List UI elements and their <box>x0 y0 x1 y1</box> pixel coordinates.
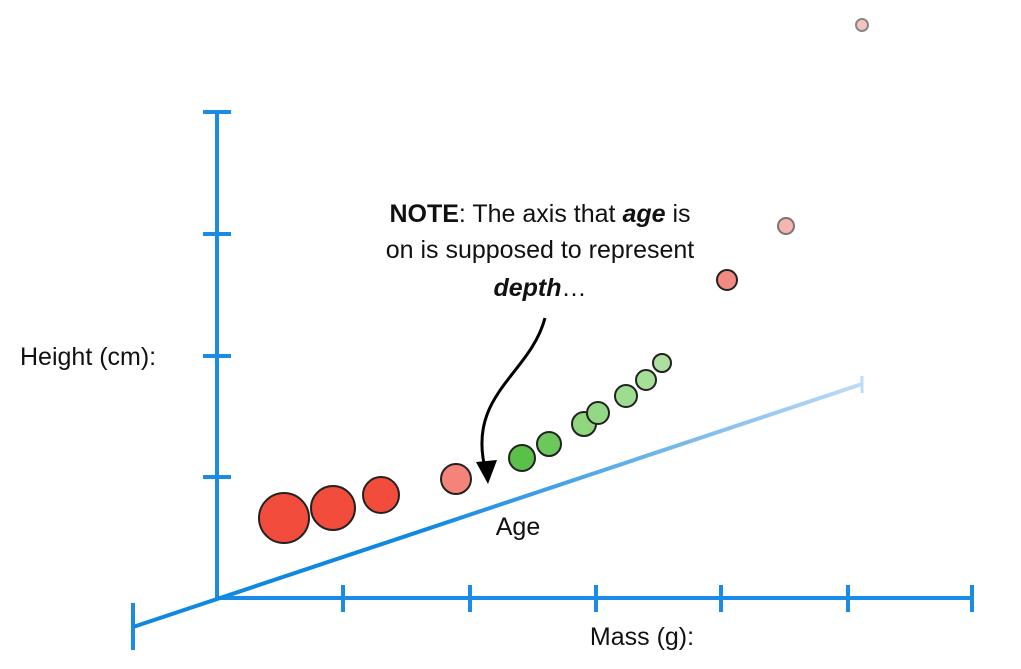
point <box>777 217 795 235</box>
point <box>586 401 610 425</box>
point <box>614 384 638 408</box>
points <box>258 18 869 544</box>
y-axis-label: Height (cm): <box>20 343 156 371</box>
note-line: NOTE: The axis that age is <box>389 200 690 228</box>
point <box>652 353 672 373</box>
note-line: on is supposed to represent <box>386 236 695 264</box>
note-line: depth… <box>493 274 586 302</box>
note: NOTE: The axis that age is on is supposed… <box>386 200 695 302</box>
point <box>635 369 657 391</box>
note-text: is <box>666 200 691 228</box>
point <box>362 476 400 514</box>
point <box>536 431 562 457</box>
note-text: : The axis that <box>459 200 623 228</box>
depth-axis-label: Age <box>496 513 540 541</box>
note-text: … <box>562 274 587 302</box>
axes <box>131 110 974 650</box>
point <box>440 463 472 495</box>
arrow-head <box>476 460 497 484</box>
point <box>855 18 869 32</box>
point <box>508 444 536 472</box>
note-arrow <box>480 317 547 473</box>
depth-axis <box>132 382 863 629</box>
point <box>716 269 738 291</box>
note-text: on is supposed to represent <box>386 236 695 264</box>
note-text: NOTE <box>389 200 458 228</box>
x-axis-label: Mass (g): <box>590 623 694 651</box>
note-text: depth <box>493 274 561 302</box>
point <box>310 485 356 531</box>
point <box>258 492 310 544</box>
note-text: age <box>622 200 665 228</box>
